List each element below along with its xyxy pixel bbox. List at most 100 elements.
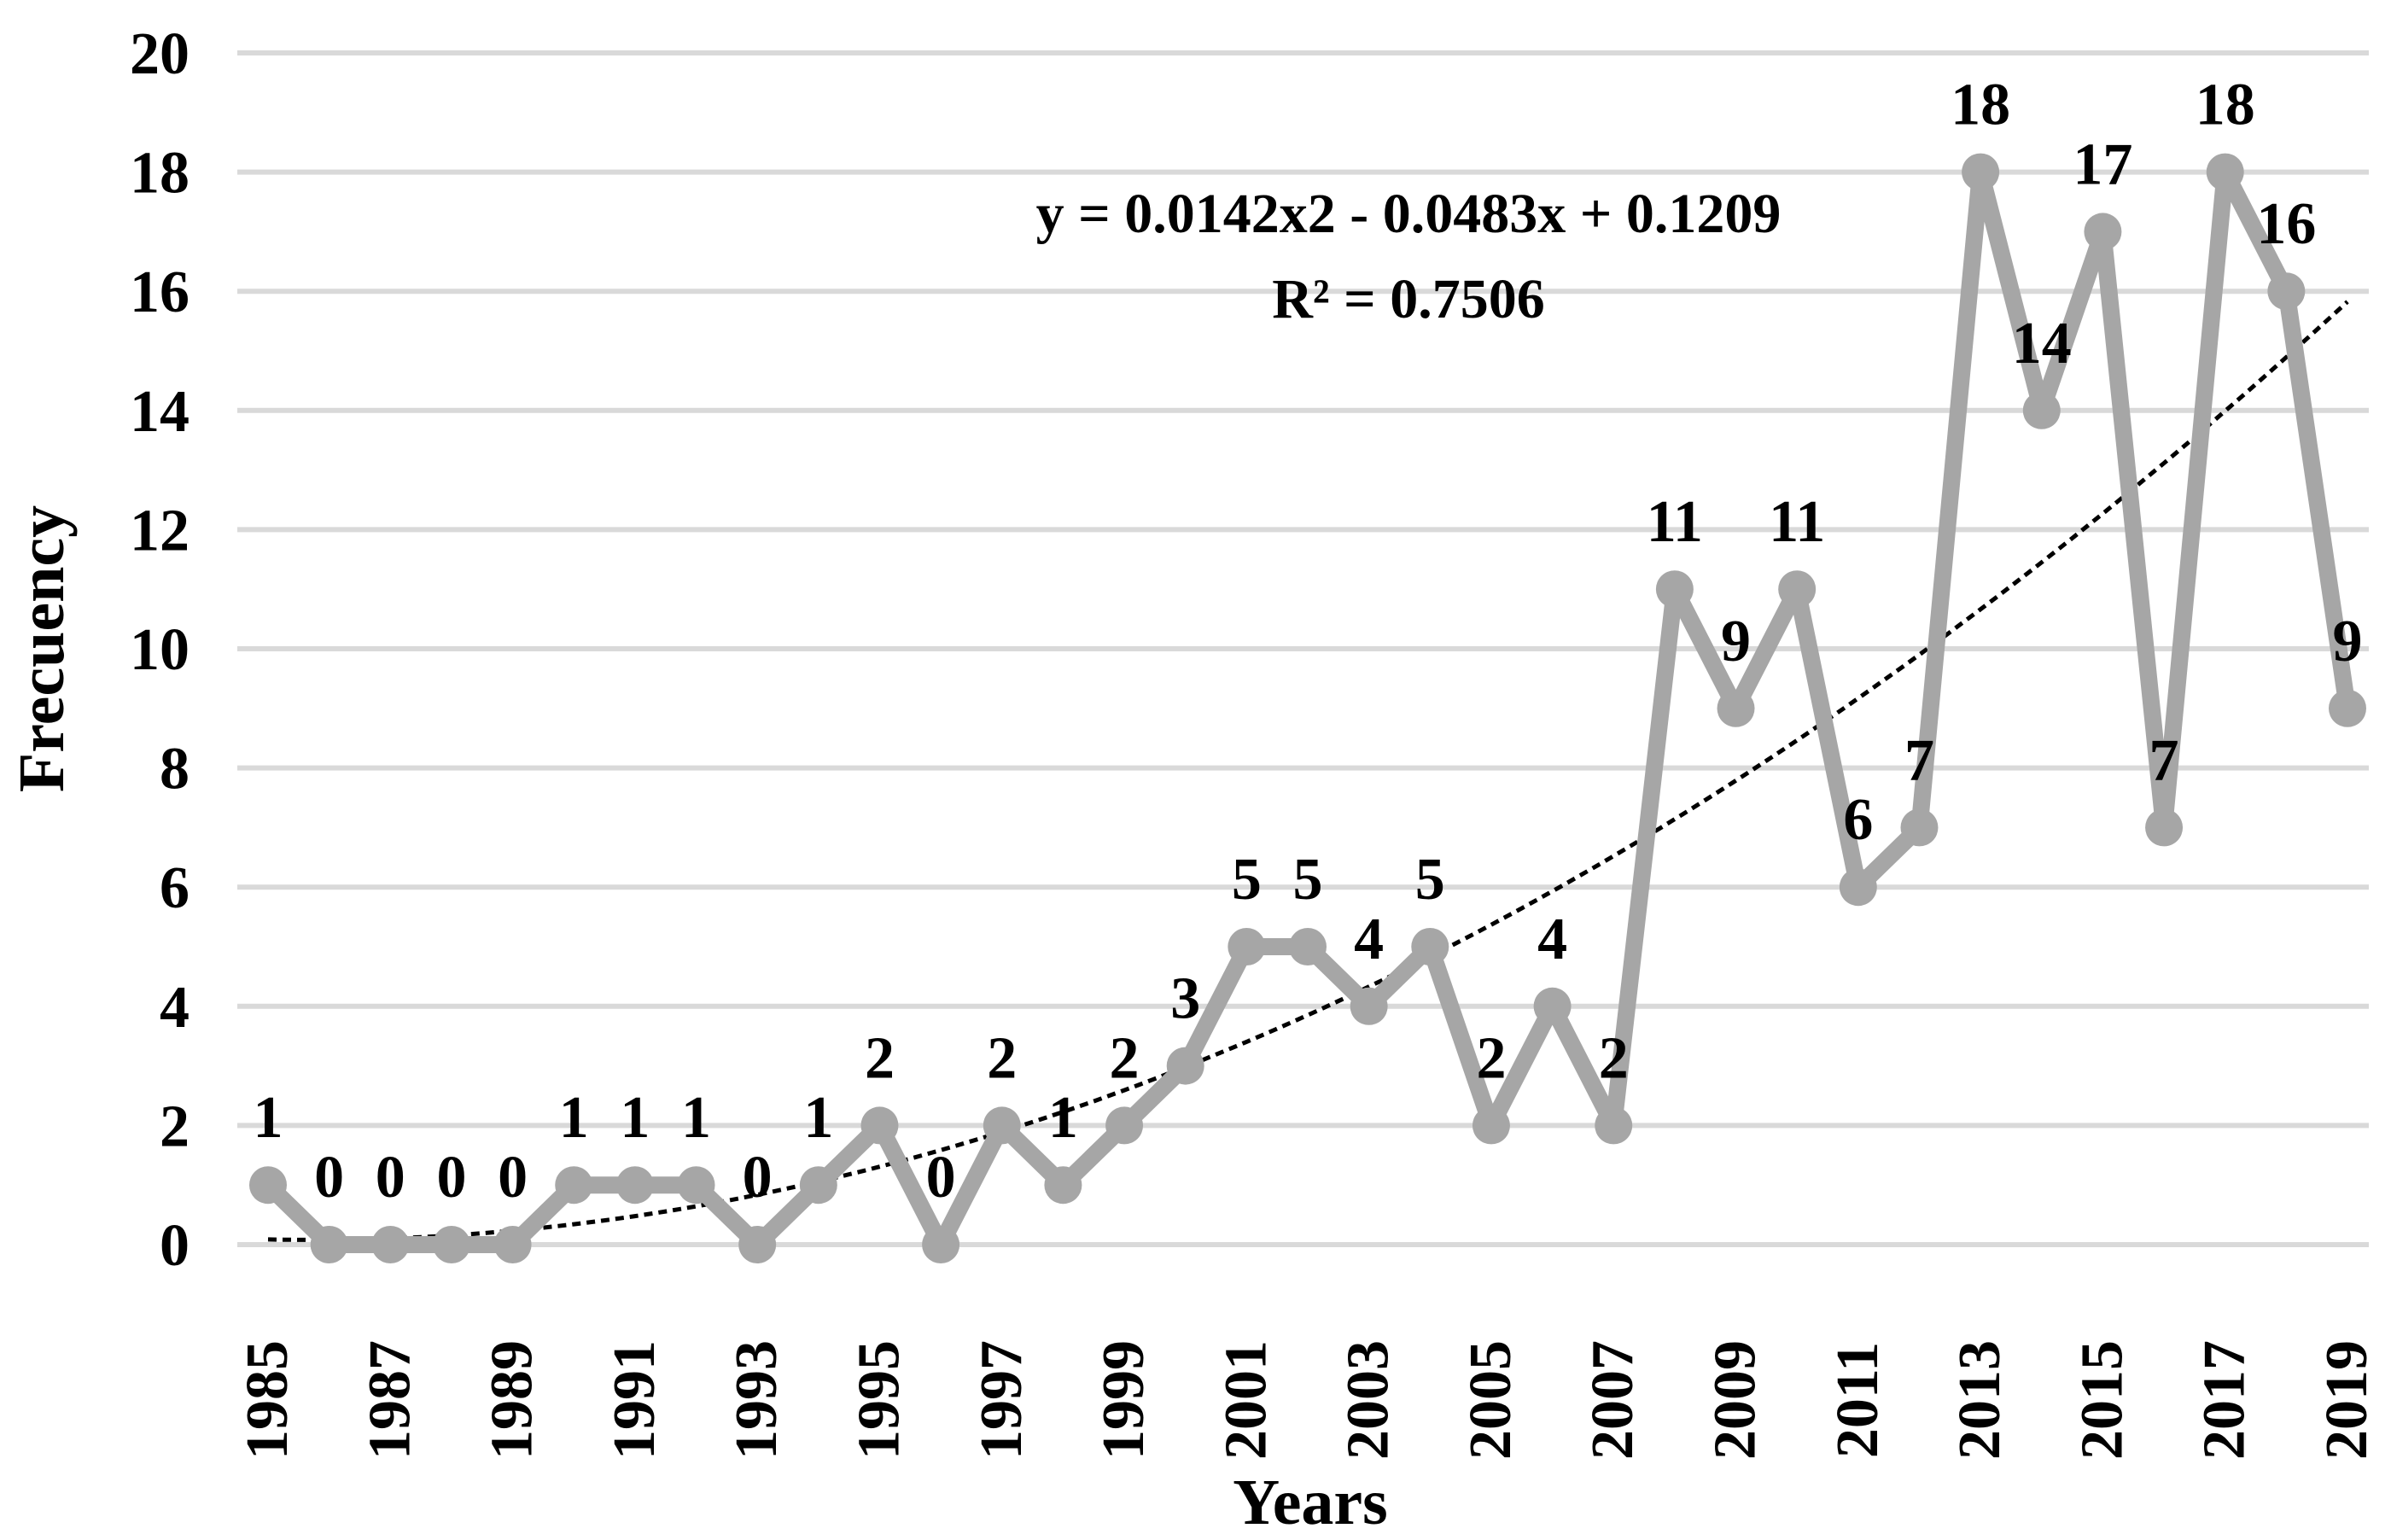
- data-point-2015: [2084, 213, 2122, 251]
- data-label-2018: 16: [2256, 191, 2316, 257]
- data-point-2008: [1655, 570, 1694, 609]
- data-point-2010: [1778, 570, 1817, 609]
- x-tick-label-2001: 2001: [1213, 1340, 1279, 1460]
- data-label-1988: 0: [436, 1145, 466, 1210]
- data-label-2012: 7: [1904, 727, 1934, 793]
- data-label-2004: 5: [1415, 847, 1445, 913]
- x-tick-label-1995: 1995: [846, 1340, 912, 1460]
- data-label-2011: 6: [1843, 787, 1873, 853]
- data-point-2017: [2206, 153, 2244, 191]
- x-tick-label-1987: 1987: [357, 1340, 423, 1460]
- y-tick-label: 2: [160, 1094, 190, 1159]
- data-point-2004: [1411, 928, 1449, 965]
- data-label-2019: 9: [2333, 609, 2363, 674]
- y-tick-label: 6: [160, 855, 190, 921]
- x-tick-label-1985: 1985: [235, 1340, 300, 1460]
- data-point-2011: [1839, 868, 1877, 907]
- data-label-2001: 5: [1232, 847, 1262, 913]
- data-point-1992: [677, 1166, 715, 1205]
- data-point-2016: [2145, 808, 2184, 847]
- x-tick-label-2007: 2007: [1580, 1340, 1646, 1460]
- data-label-1989: 0: [498, 1145, 528, 1210]
- trendline-r-squared: R² = 0.7506: [1272, 268, 1545, 330]
- data-point-2009: [1717, 689, 1755, 727]
- data-label-2013: 18: [1951, 73, 2010, 138]
- series-frecuency: [249, 153, 2366, 1263]
- data-point-2014: [2022, 391, 2061, 429]
- y-axis-title: Frecuency: [6, 505, 78, 792]
- data-point-1995: [860, 1106, 899, 1145]
- data-point-2018: [2267, 272, 2306, 311]
- y-tick-label: 8: [160, 737, 190, 802]
- x-tick-label-1989: 1989: [480, 1340, 545, 1460]
- data-label-1991: 1: [620, 1085, 650, 1151]
- data-label-2007: 2: [1599, 1025, 1629, 1091]
- data-label-2005: 2: [1476, 1025, 1506, 1091]
- data-label-1990: 1: [559, 1085, 589, 1151]
- x-tick-label-2011: 2011: [1825, 1342, 1891, 1458]
- data-label-1995: 2: [865, 1025, 895, 1091]
- data-label-2000: 3: [1170, 966, 1200, 1032]
- data-label-1999: 2: [1110, 1025, 1140, 1091]
- data-label-2006: 4: [1537, 907, 1567, 972]
- x-tick-label-2009: 2009: [1703, 1340, 1769, 1460]
- data-label-2009: 9: [1721, 609, 1751, 674]
- data-label-1985: 1: [254, 1085, 283, 1151]
- data-point-1986: [310, 1226, 348, 1263]
- data-label-2010: 11: [1769, 489, 1825, 555]
- y-tick-label: 10: [130, 617, 190, 683]
- y-tick-label: 4: [160, 975, 190, 1041]
- x-tick-label-2019: 2019: [2314, 1340, 2380, 1460]
- y-tick-label: 12: [130, 498, 190, 563]
- y-tick-label: 0: [160, 1213, 190, 1279]
- data-label-1997: 2: [987, 1025, 1017, 1091]
- data-point-1989: [493, 1226, 532, 1263]
- data-label-2016: 7: [2149, 727, 2179, 793]
- data-label-1996: 0: [926, 1145, 956, 1210]
- y-tick-label: 16: [130, 260, 190, 325]
- gridlines: [237, 50, 2369, 1247]
- data-point-2019: [2329, 689, 2366, 727]
- data-label-2015: 17: [2073, 131, 2132, 197]
- data-point-2002: [1289, 928, 1327, 965]
- x-tick-label-2003: 2003: [1336, 1340, 1402, 1460]
- y-tick-label: 20: [130, 21, 190, 87]
- data-label-1992: 1: [681, 1085, 711, 1151]
- data-label-1998: 1: [1048, 1085, 1078, 1151]
- x-tick-label-2017: 2017: [2192, 1340, 2258, 1460]
- data-point-2005: [1472, 1106, 1510, 1145]
- data-label-2014: 14: [2012, 311, 2072, 376]
- x-tick-label-2013: 2013: [1947, 1340, 2013, 1460]
- data-point-1994: [799, 1166, 837, 1205]
- data-point-1991: [615, 1166, 654, 1205]
- data-label-1993: 0: [743, 1145, 773, 1210]
- data-point-1990: [555, 1166, 593, 1205]
- x-tick-label-1997: 1997: [969, 1340, 1035, 1460]
- data-point-2000: [1166, 1047, 1204, 1085]
- data-point-1996: [922, 1226, 960, 1263]
- data-point-1998: [1044, 1166, 1082, 1205]
- x-tick-label-2015: 2015: [2069, 1340, 2135, 1460]
- x-tick-label-1991: 1991: [602, 1340, 668, 1460]
- x-tick-label-2005: 2005: [1458, 1340, 1524, 1460]
- x-tick-label-1993: 1993: [724, 1340, 790, 1460]
- data-point-1988: [432, 1226, 470, 1263]
- data-point-1985: [249, 1166, 287, 1205]
- data-label-2003: 4: [1354, 907, 1384, 972]
- trendline-equation: y = 0.0142x2 - 0.0483x + 0.1209: [1036, 183, 1782, 245]
- data-point-2006: [1533, 987, 1572, 1025]
- data-point-2013: [1962, 153, 2000, 191]
- x-tick-label-1999: 1999: [1091, 1340, 1157, 1460]
- x-axis-title: Years: [1233, 1467, 1388, 1536]
- x-axis-tick-labels: 1985 1987 1989 1991 1993 1995 1997 1999 2001 2003…: [235, 1340, 2380, 1460]
- data-label-1986: 0: [314, 1145, 344, 1210]
- data-point-1987: [371, 1226, 410, 1263]
- y-tick-label: 18: [130, 141, 190, 207]
- data-label-1987: 0: [376, 1145, 405, 1210]
- data-label-1994: 1: [803, 1085, 833, 1151]
- data-point-1997: [983, 1106, 1021, 1145]
- data-point-2003: [1350, 987, 1388, 1025]
- data-label-2002: 5: [1293, 847, 1323, 913]
